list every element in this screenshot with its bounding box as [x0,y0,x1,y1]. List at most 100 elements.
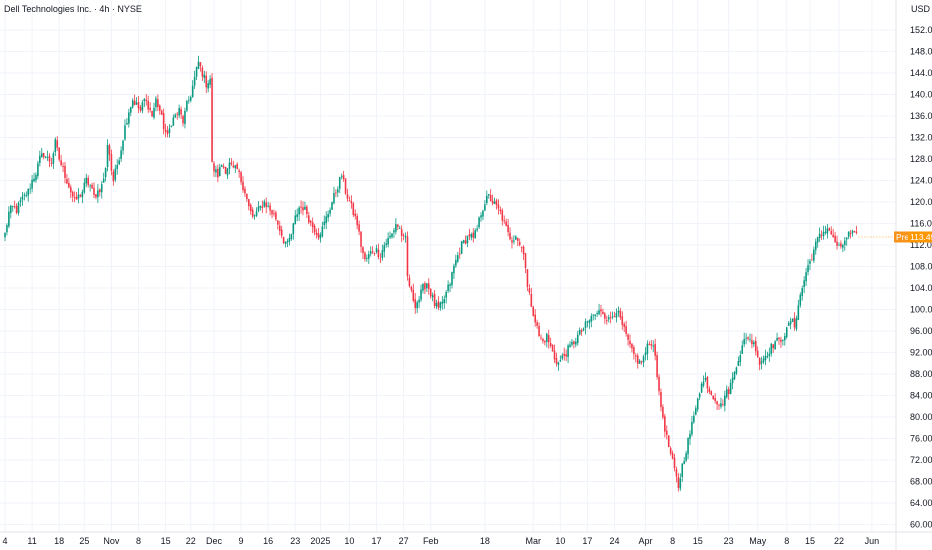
candle-body[interactable] [625,326,627,334]
candle-body[interactable] [385,243,387,246]
candle-body[interactable] [311,222,314,228]
candle-body[interactable] [193,76,196,86]
candle-body[interactable] [40,153,43,158]
candle-body[interactable] [718,404,720,406]
candle-body[interactable] [822,231,825,237]
candle-body[interactable] [435,302,438,307]
candle-body[interactable] [633,347,635,354]
candle-body[interactable] [186,100,188,111]
candle-body[interactable] [789,321,792,325]
candle-body[interactable] [79,195,82,197]
candle-body[interactable] [439,302,442,308]
candle-body[interactable] [650,344,653,346]
candle-body[interactable] [840,243,842,247]
candle-body[interactable] [476,228,478,231]
candle-body[interactable] [636,355,639,364]
candle-body[interactable] [532,306,535,317]
candle-body[interactable] [780,339,782,342]
candle-body[interactable] [220,165,223,168]
candle-body[interactable] [474,230,477,239]
candle-body[interactable] [39,155,41,164]
candle-body[interactable] [743,338,745,345]
candle-body[interactable] [313,225,316,233]
candle-body[interactable] [696,398,699,410]
candle-body[interactable] [224,166,227,174]
candle-body[interactable] [29,188,31,190]
candle-body[interactable] [853,231,856,232]
candle-body[interactable] [478,217,480,228]
candle-body[interactable] [716,401,718,405]
candle-body[interactable] [760,361,763,364]
candle-body[interactable] [724,395,726,406]
candle-body[interactable] [191,85,194,97]
candle-body[interactable] [15,205,18,213]
candle-body[interactable] [501,210,504,221]
candle-body[interactable] [433,293,436,306]
candle-body[interactable] [68,182,70,188]
candle-body[interactable] [168,128,171,133]
candle-body[interactable] [342,175,345,180]
candle-body[interactable] [553,350,556,360]
candle-body[interactable] [149,107,151,111]
candle-body[interactable] [367,254,370,259]
candle-body[interactable] [540,337,542,339]
candle-body[interactable] [358,224,360,232]
candle-body[interactable] [675,469,678,477]
candle-body[interactable] [466,235,469,244]
candle-body[interactable] [669,448,672,454]
candle-body[interactable] [665,430,668,435]
candle-body[interactable] [747,337,749,339]
candle-body[interactable] [309,220,312,223]
candle-body[interactable] [402,235,405,236]
candle-body[interactable] [799,294,802,306]
candle-body[interactable] [816,237,819,243]
candle-body[interactable] [638,360,641,364]
candle-body[interactable] [317,233,320,238]
candle-body[interactable] [520,246,523,248]
candle-body[interactable] [135,102,138,105]
candle-body[interactable] [35,174,37,181]
candle-body[interactable] [257,206,260,211]
candle-body[interactable] [710,391,713,395]
candle-body[interactable] [240,172,242,183]
candle-body[interactable] [460,241,463,254]
candle-body[interactable] [54,139,57,153]
candle-body[interactable] [530,294,533,307]
candle-body[interactable] [89,185,91,187]
candle-body[interactable] [307,215,310,223]
candle-body[interactable] [383,245,386,252]
candle-body[interactable] [449,284,451,286]
candle-body[interactable] [754,341,757,352]
candle-body[interactable] [524,253,527,268]
candle-body[interactable] [749,339,751,341]
candle-body[interactable] [464,240,467,244]
candle-body[interactable] [578,329,581,335]
candle-body[interactable] [544,341,546,343]
candle-body[interactable] [681,463,684,477]
candle-body[interactable] [244,188,246,194]
candle-body[interactable] [596,313,598,315]
candle-body[interactable] [93,187,95,195]
candle-body[interactable] [406,236,409,277]
candle-body[interactable] [555,358,558,364]
candle-body[interactable] [776,337,778,341]
candle-body[interactable] [352,203,355,215]
candle-body[interactable] [722,404,724,405]
candle-body[interactable] [538,326,540,337]
candle-body[interactable] [615,312,618,318]
candle-body[interactable] [590,315,593,322]
candle-body[interactable] [515,236,517,240]
candle-body[interactable] [851,230,854,234]
candle-body[interactable] [215,169,217,173]
candle-body[interactable] [505,221,507,227]
candle-body[interactable] [52,153,55,164]
candle-body[interactable] [621,316,624,325]
candle-body[interactable] [81,191,84,198]
candle-body[interactable] [50,162,53,164]
candle-body[interactable] [155,98,157,108]
candle-body[interactable] [416,302,418,309]
candle-body[interactable] [8,211,10,227]
candle-body[interactable] [288,237,291,242]
candle-body[interactable] [209,78,211,85]
